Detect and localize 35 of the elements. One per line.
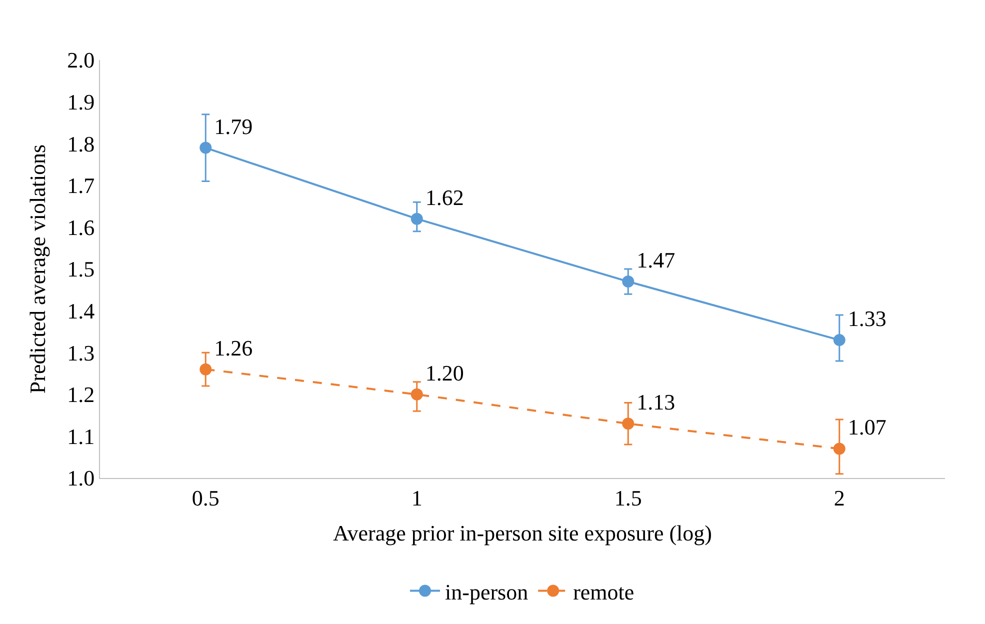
data-label: 1.47 xyxy=(636,248,676,273)
y-tick-label: 1.8 xyxy=(67,131,95,156)
data-label: 1.20 xyxy=(425,360,464,386)
point xyxy=(410,388,423,400)
data-label: 1.62 xyxy=(425,184,464,210)
x-tick-label: 1.5 xyxy=(614,485,642,510)
point xyxy=(833,334,846,346)
x-tick-label: 0.5 xyxy=(192,485,220,510)
point xyxy=(622,276,634,288)
data-label: 1.26 xyxy=(214,335,253,360)
y-tick-label: 2.0 xyxy=(67,48,95,73)
data-label: 1.07 xyxy=(848,414,886,440)
point xyxy=(833,442,846,455)
y-tick-label: 1.7 xyxy=(67,173,95,198)
y-tick-label: 1.4 xyxy=(67,298,95,324)
point xyxy=(200,363,212,376)
data-label: 1.13 xyxy=(636,390,676,415)
y-tick-label: 1.1 xyxy=(67,424,95,449)
legend-label: in-person xyxy=(445,579,528,604)
data-label: 1.79 xyxy=(214,114,253,139)
y-tick-label: 1.6 xyxy=(67,214,95,240)
y-tick-label: 1.0 xyxy=(67,466,95,491)
point xyxy=(622,418,634,430)
y-tick-label: 1.3 xyxy=(67,340,95,366)
point xyxy=(200,142,212,154)
point xyxy=(410,212,423,225)
data-label: 1.33 xyxy=(848,306,886,332)
x-axis-title: Average prior in-person site exposure (log) xyxy=(333,520,712,546)
x-tick-label: 1 xyxy=(411,485,422,510)
y-tick-label: 1.2 xyxy=(67,382,95,408)
y-tick-label: 1.9 xyxy=(67,90,95,114)
x-tick-label: 2 xyxy=(834,485,845,510)
y-tick-label: 1.5 xyxy=(67,256,95,282)
legend-label: remote xyxy=(573,579,634,604)
y-axis-title: Predicted average violations xyxy=(24,144,50,394)
